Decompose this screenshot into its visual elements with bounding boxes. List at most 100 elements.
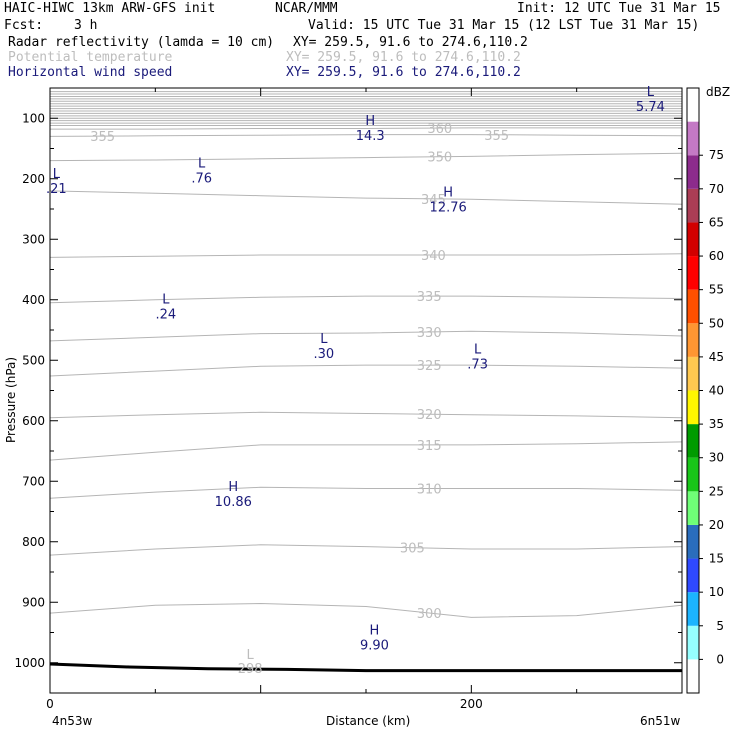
wind-extremum-value: .24 [156, 308, 177, 323]
colorbar-swatch [687, 524, 699, 559]
colorbar-swatch [687, 592, 699, 626]
colorbar-swatch [687, 457, 699, 492]
colorbar-level: 30 [709, 451, 724, 465]
isentrope-330 [50, 330, 682, 342]
colorbar-level: 75 [709, 148, 724, 162]
y-tick-label: 500 [22, 353, 45, 367]
y-tick-label: 700 [22, 474, 45, 488]
x-right-location: 6n51w [640, 714, 681, 728]
colorbar-level: 25 [709, 484, 724, 498]
wind-extremum-letter: H [228, 480, 238, 495]
wind-extremum-letter: L [198, 157, 206, 172]
isentrope-label: 340 [421, 249, 446, 264]
isentrope-350 [50, 152, 682, 162]
plot-frame [49, 87, 683, 694]
isentrope-335 [50, 295, 682, 304]
colorbar-level: 10 [709, 585, 724, 599]
colorbar-level: 60 [709, 249, 724, 263]
x-left-location: 4n53w [52, 714, 93, 728]
init-time: Init: 12 UTC Tue 31 Mar 15 [517, 1, 721, 16]
colorbar-swatch [687, 222, 699, 257]
colorbar-swatch [687, 491, 699, 525]
contour-layer [50, 91, 682, 673]
annotation-layer: 300 305 310 315 320 325 330 335 340 345 350 355 360 3… [46, 85, 665, 677]
isentrope-label: 345 [421, 193, 446, 208]
isentrope-label: 360 [427, 122, 452, 137]
colorbar-level: 20 [709, 518, 724, 532]
wind-extremum-letter: L [474, 342, 482, 357]
colorbar-level: 70 [709, 182, 724, 196]
colorbar-level: 40 [709, 384, 724, 398]
y-tick-label: 900 [22, 595, 45, 609]
isentrope-305 [50, 544, 682, 556]
colorbar-unit: dBZ [706, 85, 730, 99]
colorbar-swatch [687, 390, 699, 425]
colorbar-level: 55 [709, 283, 724, 297]
axes-layer: 100 200 300 400 500 600 700 800 900 1000 0 200 [14, 87, 683, 711]
isentrope-325 [50, 364, 682, 377]
fcst-value: 3 h [74, 18, 98, 33]
isentrope-label: 320 [417, 408, 442, 423]
wind-extremum-value: .21 [46, 182, 67, 197]
isentrope-320 [50, 411, 682, 419]
wind-extremum-letter: H [365, 114, 375, 129]
wind-extremum-value: 12.76 [430, 201, 467, 216]
isentrope-label: 315 [417, 439, 442, 454]
field-xy-wind: XY= 259.5, 91.6 to 274.6,110.2 [286, 65, 521, 80]
terrain-line [50, 662, 682, 673]
y-tick-label: 600 [22, 414, 45, 428]
isentrope-345 [50, 190, 682, 205]
isentrope-label: 355 [90, 130, 115, 145]
colorbar-swatch [687, 188, 699, 223]
wind-extremum-value: 5.74 [636, 100, 665, 115]
isentrope-315 [50, 441, 682, 461]
wind-extremum-letter: H [443, 186, 453, 201]
colorbar-swatch [687, 155, 699, 189]
isentrope-label: 325 [417, 359, 442, 374]
theta-min-letter: L [247, 648, 255, 663]
colorbar-swatch [687, 121, 699, 156]
wind-extremum-value: 14.3 [356, 129, 385, 144]
valid-time: Valid: 15 UTC Tue 31 Mar 15 (12 LST Tue … [308, 18, 700, 33]
isentrope-310 [50, 486, 682, 499]
isentrope-label: 305 [400, 542, 425, 557]
isentrope-label: 355 [484, 129, 509, 144]
theta-min-value: 298 [238, 662, 263, 677]
colorbar-level: 15 [709, 552, 724, 566]
field-name-wind: Horizontal wind speed [8, 65, 173, 80]
colorbar-level: 35 [709, 417, 724, 431]
x-tick-label: 0 [46, 697, 54, 711]
colorbar-swatch [687, 659, 699, 693]
wind-extremum-letter: L [647, 85, 655, 100]
colorbar-swatch [687, 625, 699, 660]
wind-extremum-value: 10.86 [215, 495, 252, 510]
isentrope-label: 335 [417, 290, 442, 305]
colorbar-swatch [687, 289, 699, 324]
colorbar-level: 50 [709, 316, 724, 330]
y-tick-label: 100 [22, 111, 45, 125]
y-axis-label: Pressure (hPa) [4, 357, 18, 443]
isentrope-label: 310 [417, 483, 442, 498]
x-axis-label: Distance (km) [326, 714, 410, 728]
y-tick-label: 1000 [14, 656, 45, 670]
field-xy-reflectivity: XY= 259.5, 91.6 to 274.6,110.2 [293, 35, 528, 50]
isentrope-label: 330 [417, 326, 442, 341]
field-name-theta: Potential temperature [8, 50, 173, 65]
fcst-label: Fcst: [4, 18, 44, 33]
wind-extremum-letter: L [53, 167, 61, 182]
wind-extremum-value: 9.90 [360, 639, 389, 654]
isentrope-340 [50, 253, 682, 258]
field-xy-theta: XY= 259.5, 91.6 to 274.6,110.2 [286, 50, 521, 65]
colorbar-swatch [687, 424, 699, 458]
wind-extremum-letter: L [162, 293, 170, 308]
isentrope-355 [50, 134, 682, 137]
y-tick-label: 800 [22, 535, 45, 549]
colorbar-level: 0 [716, 652, 724, 666]
model-title: HAIC-HIWC 13km ARW-GFS init [4, 1, 216, 16]
y-tick-label: 400 [22, 293, 45, 307]
colorbar-swatch [687, 558, 699, 593]
wind-extremum-letter: H [370, 624, 380, 639]
wind-extremum-value: .76 [191, 172, 212, 187]
colorbar: 0 5 10 15 20 25 30 35 40 45 50 55 60 65 70 75 [686, 87, 724, 694]
